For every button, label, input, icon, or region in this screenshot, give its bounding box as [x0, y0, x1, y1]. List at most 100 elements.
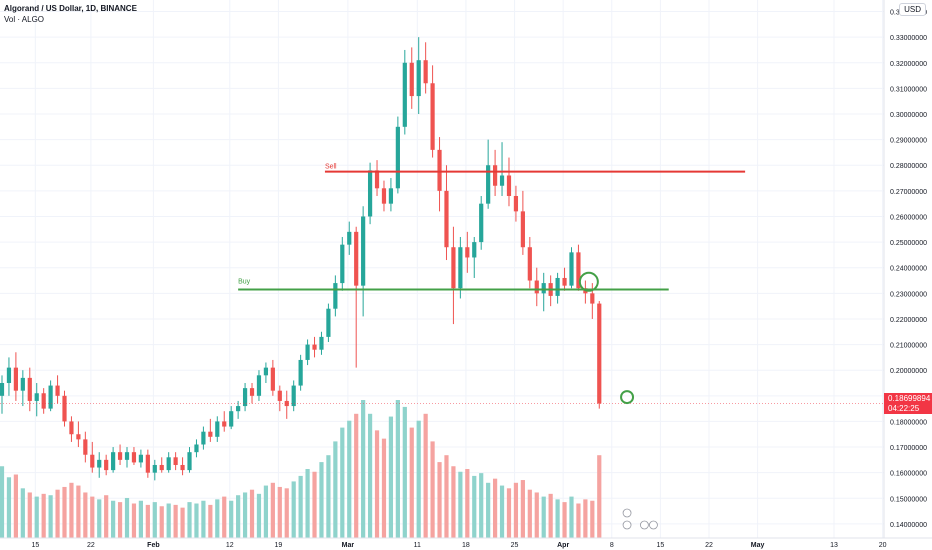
buy-label: Buy — [238, 278, 251, 285]
time-tick-label: 13 — [830, 542, 838, 549]
grid-lines — [0, 0, 884, 538]
volume-bar — [326, 455, 331, 538]
volume-bar — [388, 416, 394, 538]
volume-bar — [479, 473, 484, 538]
candle-body — [242, 388, 248, 407]
trade-levels[interactable]: Sell Buy — [238, 164, 746, 291]
candle-body — [416, 60, 421, 97]
volume-bar — [208, 504, 213, 538]
volume-bar — [34, 496, 39, 538]
volume-bar — [513, 482, 519, 538]
volume-bar — [590, 500, 595, 538]
candle-body — [263, 367, 269, 376]
candle-body — [374, 170, 380, 189]
time-tick-label: Feb — [147, 542, 159, 549]
candle-body — [159, 464, 164, 471]
candle-body — [201, 431, 206, 445]
candle-body — [6, 367, 12, 384]
price-tick-label: 0.30000000 — [890, 112, 927, 119]
time-tick-label: 15 — [656, 542, 664, 549]
volume-bar — [312, 471, 317, 538]
candle-body — [472, 242, 477, 258]
volume-bar — [499, 485, 505, 538]
candle-body — [69, 421, 74, 435]
candle-body — [534, 280, 539, 294]
price-tick-label: 0.32000000 — [890, 61, 927, 68]
volume-bar — [166, 503, 171, 538]
volume-bar — [48, 495, 53, 538]
candle-body — [361, 216, 366, 286]
volume-bar — [131, 503, 137, 538]
volume-bar — [83, 492, 88, 538]
symbol-title[interactable]: Algorand / US Dollar, 1D, BINANCE — [4, 4, 137, 13]
volume-bar — [215, 499, 220, 538]
candle-body — [173, 457, 178, 465]
candle-body — [354, 231, 359, 286]
currency-button[interactable]: USD — [899, 3, 926, 16]
candle-body — [423, 60, 428, 84]
time-tick-label: 18 — [462, 542, 470, 549]
volume-bar — [76, 485, 81, 538]
volume-indicator-label[interactable]: Vol · ALGO — [4, 15, 45, 24]
volume-bar — [520, 480, 525, 538]
volume-bar — [277, 486, 282, 538]
volume-bar — [562, 502, 567, 538]
time-tick-label: 15 — [31, 542, 39, 549]
flag-icon — [649, 520, 658, 530]
volume-bar — [381, 438, 387, 538]
price-axis[interactable]: 0.340000000.330000000.320000000.31000000… — [883, 0, 932, 550]
candle-body — [291, 385, 296, 407]
candle-body — [104, 459, 109, 471]
candle-body — [312, 344, 317, 350]
candle-body — [166, 457, 171, 471]
candle-body — [402, 62, 407, 127]
volume-bar — [111, 500, 116, 538]
volume-bar — [263, 485, 269, 538]
volume-bar — [180, 507, 185, 538]
candle-body — [41, 393, 46, 409]
candle-body — [367, 170, 373, 217]
price-tick-label: 0.15000000 — [890, 496, 927, 503]
candle-body — [430, 83, 435, 150]
volume-bar — [0, 466, 5, 538]
candle-body — [381, 188, 387, 204]
volume-bar — [319, 462, 324, 538]
volume-bar — [340, 427, 345, 538]
volume-bar — [249, 489, 255, 538]
candle-body — [520, 211, 525, 248]
flag-icon — [640, 520, 649, 530]
time-tick-label: 22 — [705, 542, 713, 549]
volume-bar — [583, 499, 588, 538]
volume-bar — [159, 506, 164, 538]
volume-bar — [69, 482, 74, 538]
volume-bar — [90, 496, 95, 538]
candle-body — [590, 293, 595, 304]
price-tick-label: 0.18000000 — [890, 419, 927, 426]
volume-bar — [347, 420, 352, 538]
time-tick-label: Mar — [342, 542, 355, 549]
highlight-circle — [578, 271, 599, 292]
candle-body — [437, 149, 442, 191]
candle-body — [541, 283, 546, 294]
volume-bar — [117, 502, 123, 538]
volume-bar — [465, 469, 470, 538]
volume-bar — [374, 430, 380, 538]
candle-body — [0, 383, 5, 396]
price-tick-label: 0.20000000 — [890, 368, 927, 375]
volume-bar — [222, 496, 227, 538]
volume-bar — [13, 474, 18, 538]
volume-bar — [27, 492, 32, 538]
volume-bar — [576, 503, 581, 538]
time-tick-label: 8 — [610, 542, 614, 549]
candle-body — [90, 454, 95, 468]
volume-bar — [409, 427, 414, 538]
candle-body — [194, 444, 199, 453]
time-tick-label: 12 — [226, 542, 234, 549]
time-axis[interactable]: 15 22 Feb 12 19 Mar 11 18 25 Apr 8 15 22 May 13 20 — [0, 537, 932, 549]
volume-bar — [597, 455, 602, 538]
volume-bar — [194, 503, 199, 538]
candle-body — [409, 62, 414, 97]
candle-body — [326, 308, 331, 337]
